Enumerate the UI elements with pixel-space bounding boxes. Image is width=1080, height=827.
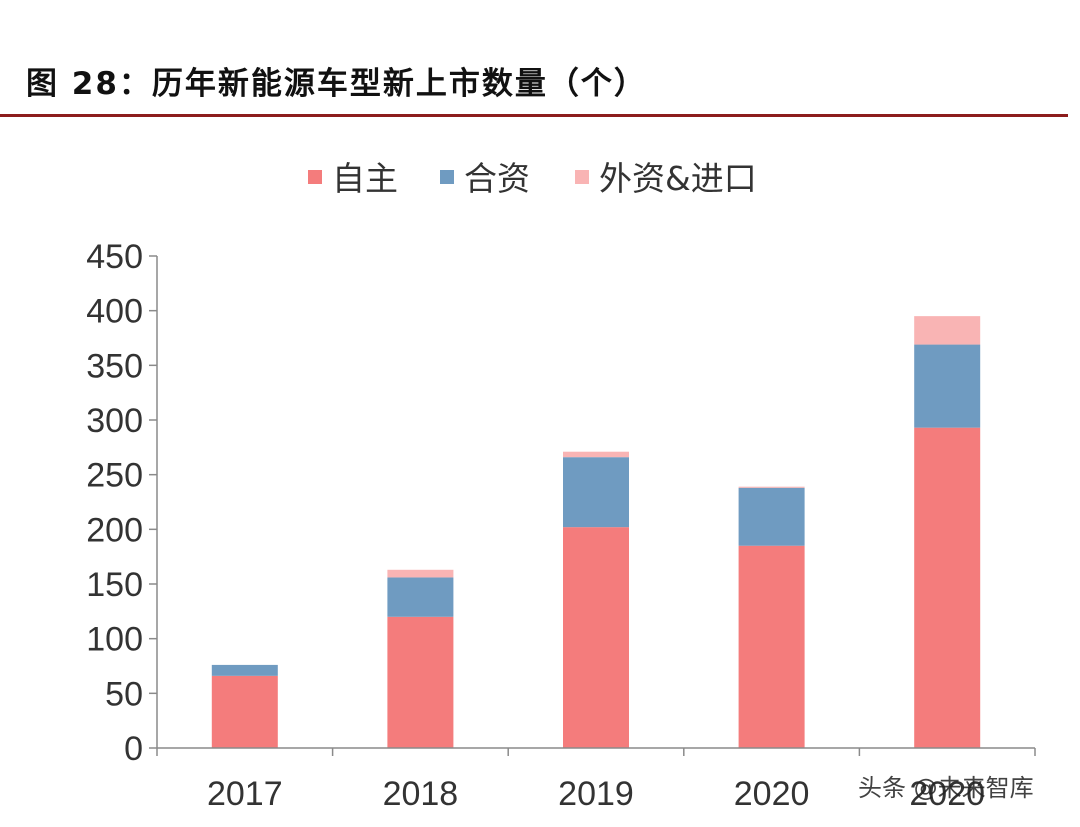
y-tick-label-5: 250 [86,457,143,495]
bar-2018-series-1 [387,577,454,617]
bar-2020-series-1 [738,487,805,546]
y-tick-label-1: 50 [105,675,143,713]
x-tick-label-3: 2020 [734,775,810,813]
bar-2017-series-1 [211,664,278,676]
bar-2020-series-2 [914,316,981,345]
bar-2017-series-0 [211,675,278,748]
bar-2019-series-2 [563,451,629,458]
bars [211,316,981,748]
x-tick-label-0: 2017 [207,775,283,813]
x-tick-label-1: 2018 [383,775,459,813]
legend: 自主 合资 外资&进口 [308,159,757,198]
y-axis: 0 50 100 150 200 250 300 350 400 450 [86,238,158,768]
y-tick-label-6: 300 [86,402,143,440]
title-divider [0,114,1068,117]
legend-label-1: 合资 [464,159,530,198]
x-tick-label-2: 2019 [558,775,634,813]
x-axis: 2017 2018 2019 2020 2020 [156,747,1036,813]
legend-swatch-2 [575,170,589,184]
bar-2019-series-1 [563,457,629,528]
y-tick-label-0: 0 [124,730,143,768]
bar-2018-series-2 [387,569,454,578]
watermark: 头条 @未来智库 [858,774,1034,802]
legend-swatch-1 [440,170,454,184]
legend-swatch-0 [308,170,322,184]
y-tick-label-9: 450 [86,238,143,276]
bar-2020-series-0 [738,545,805,748]
bar-2020-series-2 [738,486,805,488]
legend-label-2: 外资&进口 [599,159,757,198]
bar-2019-series-0 [563,527,629,748]
bar-2020-series-0 [914,427,981,748]
y-tick-label-3: 150 [86,566,143,604]
y-tick-label-8: 400 [86,293,143,331]
y-tick-label-2: 100 [86,621,143,659]
legend-label-0: 自主 [332,159,398,198]
bar-2018-series-0 [387,616,454,748]
figure-title: 图 28：历年新能源车型新上市数量（个） [26,66,647,102]
bar-2020-series-1 [914,344,981,428]
x-tick-label-4: 2020 [909,775,985,813]
y-tick-label-7: 350 [86,347,143,385]
y-tick-label-4: 200 [86,511,143,549]
